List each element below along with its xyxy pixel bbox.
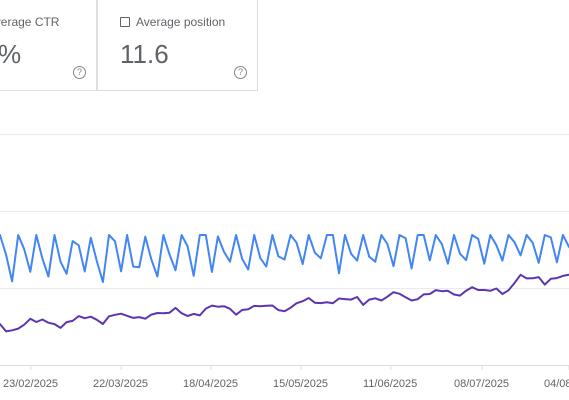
average-position-checkbox[interactable] — [120, 17, 130, 27]
x-axis-tick-label: 23/02/2025 — [3, 378, 59, 390]
average-position-value: 11.6 — [120, 39, 169, 69]
x-axis-ticks — [30, 365, 569, 370]
metric-card-average-ctr[interactable]: Average CTR % ? — [0, 0, 97, 91]
x-axis-tick-label: 22/03/2025 — [93, 378, 149, 390]
x-axis-tick-label: 18/04/2025 — [183, 378, 239, 390]
x-axis-tick-label: 04/08 — [544, 378, 569, 390]
average-position-label: Average position — [136, 15, 226, 29]
x-axis-tick-label: 15/05/2025 — [273, 378, 329, 390]
help-circle-icon[interactable]: ? — [234, 66, 247, 79]
x-axis-tick-label: 11/06/2025 — [363, 378, 418, 390]
series-a-line — [0, 234, 569, 283]
help-circle-icon[interactable]: ? — [73, 66, 86, 79]
x-axis-tick-label: 08/07/2025 — [454, 378, 510, 390]
series-b-line — [0, 273, 569, 333]
metric-card-average-position[interactable]: Average position 11.6 ? — [97, 0, 258, 91]
average-ctr-label: Average CTR — [0, 15, 60, 29]
average-ctr-value: % — [0, 39, 22, 69]
